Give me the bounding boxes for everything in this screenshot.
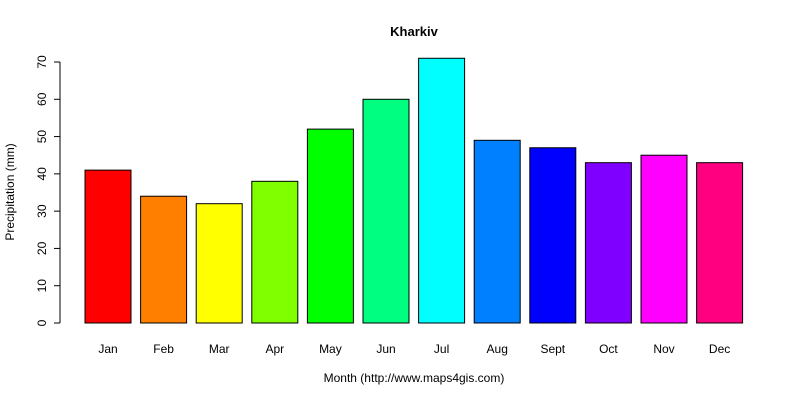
bar-sept bbox=[529, 147, 577, 324]
x-tick-label: May bbox=[319, 342, 342, 356]
x-tick-labels: Jan Feb Mar Apr May Jun Jul Aug Sept Oct Nov Dec bbox=[98, 342, 730, 356]
bar-oct bbox=[584, 162, 632, 324]
y-tick-label: 10 bbox=[35, 279, 49, 293]
x-tick-label: Jul bbox=[434, 342, 449, 356]
x-tick-label: Feb bbox=[153, 342, 174, 356]
x-tick-label: Aug bbox=[487, 342, 508, 356]
y-tick-label: 70 bbox=[35, 55, 49, 69]
y-tick-label: 30 bbox=[35, 204, 49, 218]
x-tick-label: Sept bbox=[540, 342, 565, 356]
x-tick-label: Nov bbox=[653, 342, 674, 356]
x-tick-label: Jun bbox=[376, 342, 395, 356]
bar-feb bbox=[140, 195, 188, 324]
y-tick-label: 20 bbox=[35, 241, 49, 255]
x-tick-label: Dec bbox=[709, 342, 730, 356]
bar-aug bbox=[473, 139, 521, 324]
bar-jul bbox=[418, 57, 466, 324]
y-tick-label: 50 bbox=[35, 130, 49, 144]
y-tick-label: 0 bbox=[35, 319, 49, 326]
bar-apr bbox=[251, 180, 299, 324]
bar-jan bbox=[84, 169, 132, 324]
y-tick-label: 60 bbox=[35, 92, 49, 106]
x-tick-label: Oct bbox=[599, 342, 618, 356]
bars-group bbox=[84, 57, 744, 324]
x-axis-label: Month (http://www.maps4gis.com) bbox=[324, 371, 505, 385]
y-axis-label: Precipitation (mm) bbox=[3, 143, 17, 240]
bar-nov bbox=[640, 154, 688, 324]
chart-title: Kharkiv bbox=[390, 24, 438, 39]
x-tick-label: Jan bbox=[98, 342, 117, 356]
x-tick-label: Mar bbox=[209, 342, 230, 356]
bar-mar bbox=[195, 203, 243, 324]
x-tick-label: Apr bbox=[265, 342, 284, 356]
y-axis: 0 10 20 30 40 50 60 70 bbox=[35, 55, 61, 326]
y-tick-label: 40 bbox=[35, 167, 49, 181]
bar-may bbox=[306, 128, 354, 324]
bar-dec bbox=[696, 162, 744, 324]
bar-jun bbox=[362, 98, 410, 324]
